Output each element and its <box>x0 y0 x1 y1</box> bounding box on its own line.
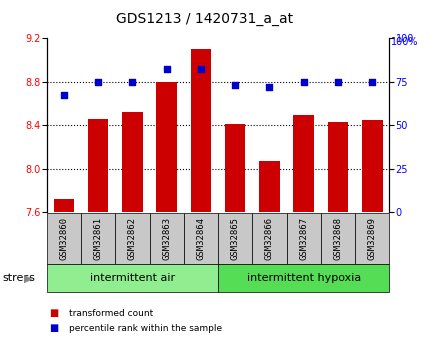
Bar <box>47 213 81 264</box>
Bar <box>218 213 252 264</box>
Bar <box>122 112 143 212</box>
Bar <box>184 213 218 264</box>
Text: GSM32862: GSM32862 <box>128 217 137 260</box>
Text: intermittent hypoxia: intermittent hypoxia <box>247 273 361 283</box>
Point <box>369 79 376 84</box>
Point <box>61 93 68 98</box>
Text: GSM32869: GSM32869 <box>368 217 377 260</box>
Text: percentile rank within the sample: percentile rank within the sample <box>69 324 222 333</box>
Text: GDS1213 / 1420731_a_at: GDS1213 / 1420731_a_at <box>116 12 293 26</box>
Point <box>163 67 170 72</box>
Text: GSM32860: GSM32860 <box>59 217 69 260</box>
Text: GSM32868: GSM32868 <box>333 217 343 260</box>
Bar <box>252 213 287 264</box>
Text: GSM32864: GSM32864 <box>196 217 206 260</box>
Bar <box>150 213 184 264</box>
Bar <box>190 49 211 212</box>
Bar <box>293 115 314 212</box>
Point <box>300 79 307 84</box>
Point <box>335 79 342 84</box>
Text: ▶: ▶ <box>24 274 32 283</box>
Bar <box>47 264 218 292</box>
Text: ■: ■ <box>49 324 58 333</box>
Text: intermittent air: intermittent air <box>90 273 175 283</box>
Text: transformed count: transformed count <box>69 309 153 318</box>
Bar <box>321 213 355 264</box>
Bar <box>81 213 115 264</box>
Text: GSM32867: GSM32867 <box>299 217 308 260</box>
Bar <box>225 124 246 212</box>
Bar <box>355 213 389 264</box>
Text: GSM32863: GSM32863 <box>162 217 171 260</box>
Text: GSM32861: GSM32861 <box>93 217 103 260</box>
Bar <box>362 120 383 212</box>
Bar <box>328 122 348 212</box>
Text: ■: ■ <box>49 308 58 318</box>
Text: GSM32866: GSM32866 <box>265 217 274 260</box>
Point <box>95 79 102 84</box>
Point <box>266 84 273 89</box>
Bar <box>259 161 280 212</box>
Bar <box>156 81 177 212</box>
Bar <box>53 199 74 212</box>
Bar <box>287 213 321 264</box>
Point <box>232 82 239 88</box>
Point <box>198 67 205 72</box>
Text: GSM32865: GSM32865 <box>231 217 240 260</box>
Point <box>129 79 136 84</box>
Bar <box>88 119 109 212</box>
Bar <box>115 213 150 264</box>
Text: 100%: 100% <box>391 37 418 47</box>
Bar <box>218 264 389 292</box>
Text: stress: stress <box>2 274 35 283</box>
